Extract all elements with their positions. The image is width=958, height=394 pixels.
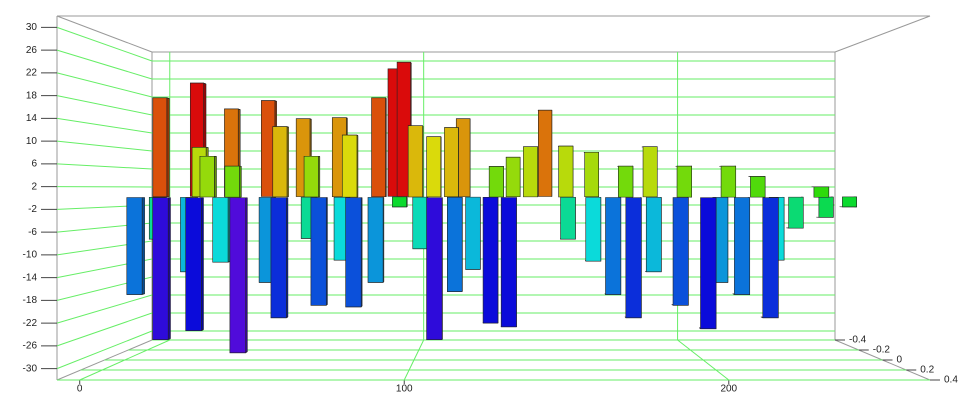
grid-line (56, 72, 153, 98)
frame-edge (834, 15, 931, 53)
bar (818, 196, 834, 218)
bar (371, 97, 386, 198)
bar (465, 196, 481, 270)
bar (345, 197, 362, 308)
bar (842, 196, 857, 208)
y-tick-label: -30 (23, 363, 38, 374)
bar (272, 126, 288, 198)
bar (303, 155, 319, 198)
bar (341, 134, 358, 198)
frame-edge (56, 15, 153, 53)
bar (447, 196, 463, 292)
bar (558, 145, 574, 198)
y-tick-label: 18 (26, 90, 38, 101)
y-tick-label: -26 (23, 341, 38, 352)
y-tick-label: 22 (26, 68, 38, 79)
grid-line (56, 330, 153, 370)
bar (672, 197, 689, 306)
bar (585, 197, 602, 262)
x-tick-label: 0 (77, 384, 83, 394)
y-tick-label: -18 (23, 295, 38, 306)
bar (642, 146, 658, 198)
grid-line (56, 140, 153, 152)
y-tick-label: -22 (23, 318, 38, 329)
bar (261, 100, 276, 197)
bar (229, 197, 246, 354)
y-tick-label: 30 (26, 22, 38, 33)
y-tick-label: 6 (31, 159, 37, 170)
bar (152, 97, 168, 198)
bar (720, 165, 737, 198)
grid-line (56, 294, 153, 324)
y-tick-label: -2 (28, 204, 37, 215)
bar (645, 197, 662, 273)
bar (560, 196, 576, 240)
y-tick-label: 26 (26, 45, 38, 56)
bar (625, 197, 642, 319)
bar-side (201, 197, 204, 332)
grid-line (56, 312, 153, 347)
bar (700, 197, 717, 330)
z-tick-label: 0 (897, 355, 903, 366)
bar (482, 196, 499, 324)
bar (407, 125, 423, 198)
bar (523, 146, 538, 198)
y-tick-label: -6 (28, 227, 37, 238)
bar (224, 165, 240, 198)
grid-line (56, 95, 153, 116)
bar (270, 197, 287, 319)
grid-line (56, 163, 153, 170)
x-tick-label: 100 (396, 384, 413, 394)
grid-line (56, 26, 153, 62)
bar (392, 196, 407, 208)
bar (310, 197, 327, 306)
bar (367, 197, 384, 283)
bar (762, 197, 779, 319)
bar (605, 197, 622, 295)
bar (500, 197, 517, 328)
bar (788, 196, 804, 229)
bar-side (166, 97, 170, 198)
bar (617, 165, 634, 198)
bar (488, 166, 504, 198)
bar (412, 196, 428, 250)
y-tick-label: 2 (31, 181, 37, 192)
bar (426, 197, 443, 341)
y-tick-label: -14 (23, 272, 38, 283)
bar (538, 109, 553, 197)
bar-side (214, 155, 217, 198)
bar (396, 61, 411, 197)
z-tick-label: 0.2 (920, 365, 934, 376)
bar (676, 165, 693, 198)
z-tick-label: 0.4 (944, 375, 958, 386)
bar (185, 197, 202, 331)
bar (813, 186, 830, 198)
z-tick-label: -0.2 (873, 345, 891, 356)
x-tick-label: 200 (720, 384, 737, 394)
y-tick-label: 10 (26, 136, 38, 147)
bar (426, 136, 442, 198)
bar (584, 151, 599, 198)
bar (734, 197, 751, 295)
bar-side (141, 197, 145, 295)
y-tick-label: -10 (23, 250, 38, 261)
bar (444, 127, 459, 198)
bar-side (167, 197, 171, 341)
bar (152, 197, 169, 341)
bar (750, 176, 766, 198)
bar (505, 156, 521, 198)
grid-line (56, 49, 153, 80)
bar (212, 197, 229, 263)
bar (126, 197, 143, 295)
grid-line (56, 117, 153, 134)
bar (199, 155, 215, 198)
z-tick-label: -0.4 (849, 335, 867, 346)
y-tick-label: 14 (26, 113, 38, 124)
